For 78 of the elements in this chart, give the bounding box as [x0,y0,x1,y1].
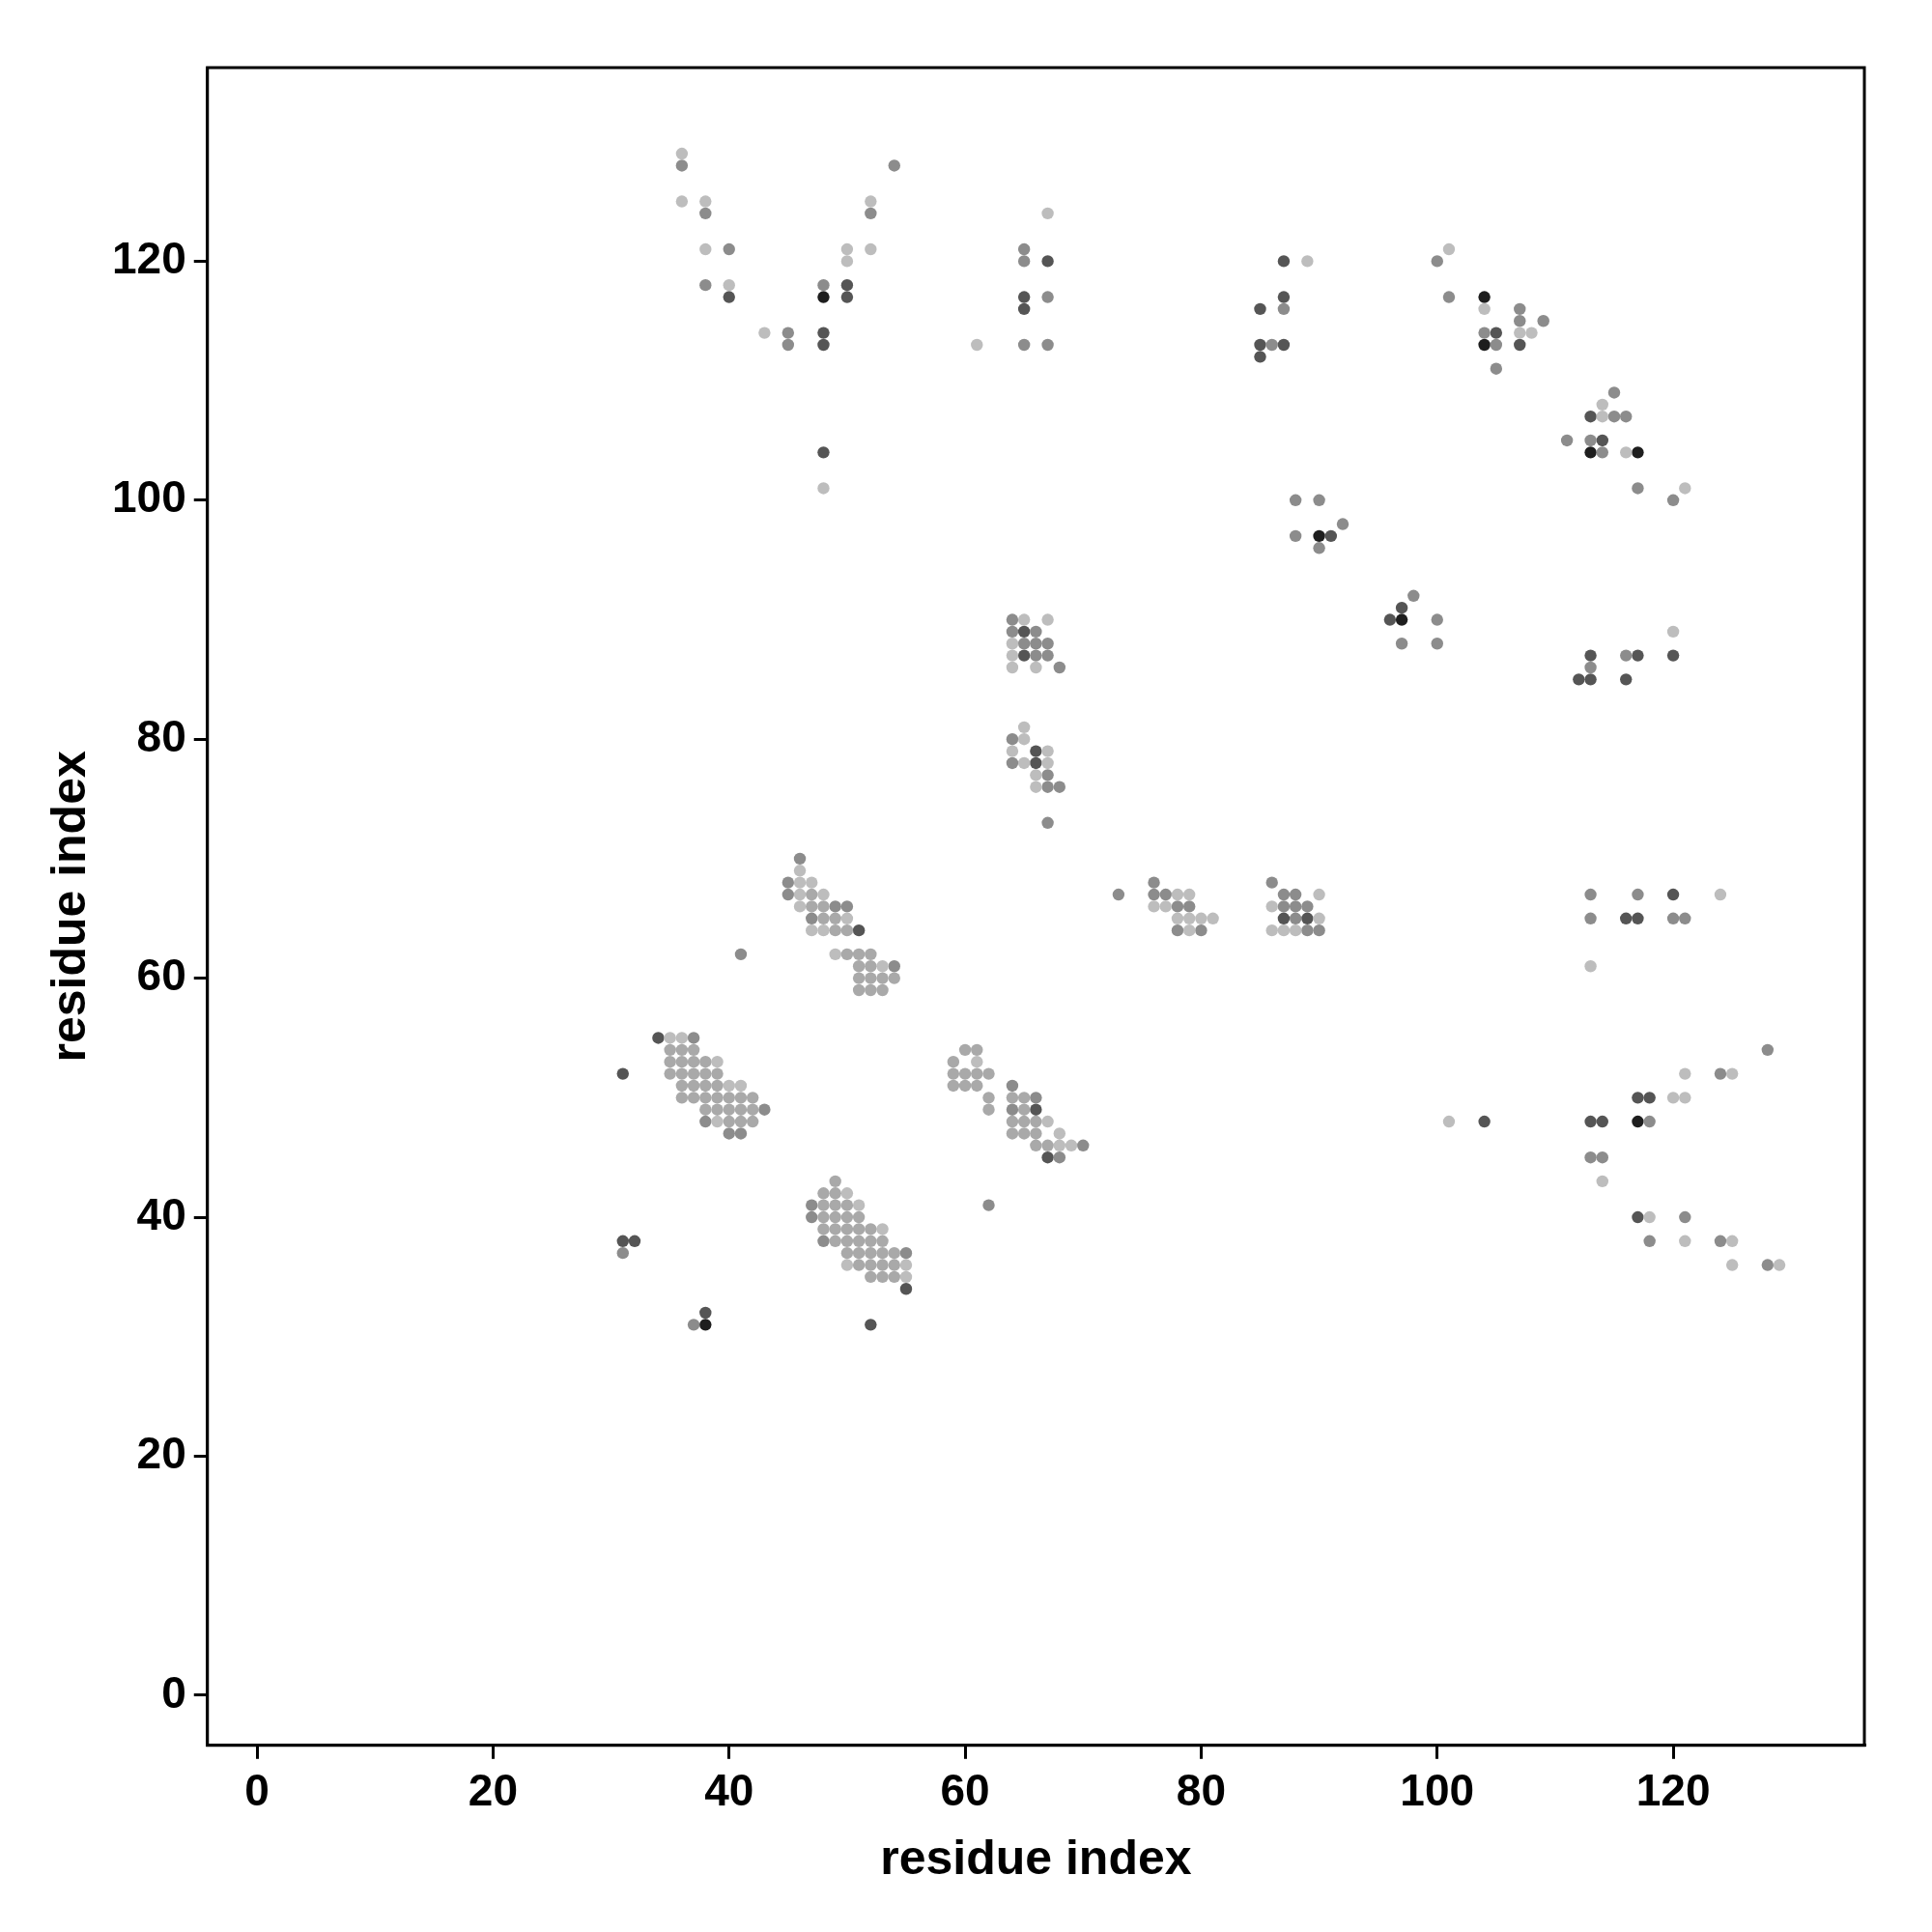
point [1632,1115,1644,1128]
point [1596,1115,1608,1128]
point [1254,351,1266,363]
point [1383,613,1397,626]
y-axis-title: residue index [41,751,96,1063]
point [1395,613,1408,626]
point [865,1319,877,1331]
point [1030,1103,1042,1116]
point [1017,302,1031,316]
point [1632,649,1644,662]
point [899,1283,913,1295]
point [699,1306,712,1320]
point [1478,291,1491,303]
point [1478,338,1491,352]
point [1573,673,1585,686]
point [1666,888,1680,901]
point [817,446,830,459]
point [616,1067,629,1080]
point [1030,756,1042,770]
y-tick-label: 60 [136,950,186,1001]
point [1632,1092,1644,1104]
point [840,278,854,292]
point [1584,411,1597,423]
point [652,1032,665,1044]
point [1584,649,1597,662]
y-tick-label: 20 [136,1428,186,1479]
point [1632,1210,1644,1224]
point [840,291,854,303]
y-tick-label: 100 [112,471,186,523]
y-tick-label: 0 [161,1666,186,1718]
point [1620,673,1633,686]
point [1632,446,1644,459]
point [1632,912,1644,924]
point [1277,338,1291,352]
point [699,1319,712,1331]
y-tick-label: 80 [136,710,186,761]
x-tick-label: 0 [244,1765,270,1816]
point [1254,338,1266,352]
point [1514,338,1526,352]
point [1584,1115,1597,1128]
point [1478,1115,1491,1128]
point [1017,649,1031,662]
point [1666,649,1680,662]
point [1313,529,1325,543]
point [1584,446,1597,459]
point [1277,912,1291,924]
point [1596,434,1608,447]
point [852,923,866,937]
point [1041,255,1054,268]
x-tick-label: 120 [1635,1765,1711,1816]
point [1620,912,1633,924]
point [1395,601,1408,614]
point [1643,1092,1656,1104]
point [1324,529,1337,543]
x-tick-label: 80 [1176,1765,1226,1816]
point [1277,255,1291,268]
point [1301,912,1314,924]
point [1041,1151,1054,1164]
point [1254,302,1266,316]
point [723,291,735,303]
point [817,327,830,339]
x-tick-label: 40 [704,1765,754,1816]
point [817,338,830,352]
point [817,291,830,303]
y-tick-label: 120 [112,233,186,284]
point [1017,625,1031,639]
point [628,1235,641,1247]
point [1490,327,1503,339]
point [1277,291,1291,303]
x-axis-title: residue index [880,1830,1192,1885]
point [1584,673,1597,686]
point [616,1235,629,1247]
y-tick-label: 40 [136,1188,186,1239]
x-tick-label: 20 [468,1765,518,1816]
x-tick-label: 60 [940,1765,990,1816]
point [1017,291,1031,303]
point [1030,745,1042,757]
x-tick-label: 100 [1400,1765,1475,1816]
